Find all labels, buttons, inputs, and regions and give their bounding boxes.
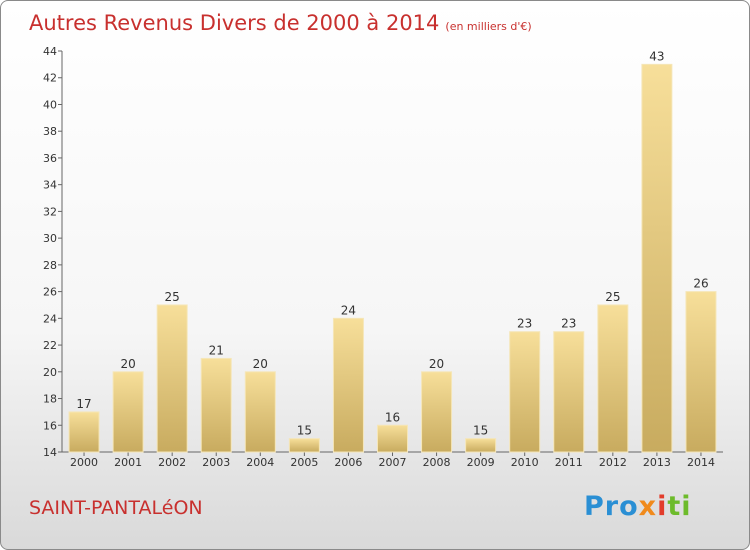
logo-part-3: i <box>657 491 668 522</box>
y-tick-label: 40 <box>43 98 57 111</box>
chart-labels: 2000 17 2001 20 2002 25 2003 21 2004 20 2005 15 2006… <box>70 49 715 469</box>
bar-2003 <box>200 357 232 453</box>
bar-2013 <box>641 63 673 453</box>
chart-bars <box>68 63 717 453</box>
bar-2011 <box>553 331 585 453</box>
x-tick-label-2003: 2003 <box>202 456 230 469</box>
logo-part-2: x <box>638 491 658 522</box>
value-label-2014: 26 <box>693 277 708 291</box>
x-tick-label-2002: 2002 <box>158 456 186 469</box>
value-label-2001: 20 <box>120 357 135 371</box>
y-tick-label: 34 <box>43 179 57 192</box>
y-tick-label: 22 <box>43 339 57 352</box>
value-label-2006: 24 <box>341 303 356 317</box>
x-tick-label-2012: 2012 <box>599 456 627 469</box>
x-tick-label-2000: 2000 <box>70 456 98 469</box>
logo-part-1: Pro <box>584 491 639 522</box>
bar-2009 <box>465 438 497 453</box>
bar-2001 <box>112 371 144 453</box>
bar-2008 <box>421 371 453 453</box>
bar-2000 <box>68 411 100 453</box>
y-tick-label: 28 <box>43 259 57 272</box>
value-label-2013: 43 <box>649 49 664 63</box>
x-tick-label-2007: 2007 <box>379 456 407 469</box>
value-label-2003: 21 <box>209 343 224 357</box>
x-tick-label-2014: 2014 <box>687 456 715 469</box>
chart-title-text: Autres Revenus Divers de 2000 à 2014 <box>29 11 440 35</box>
logo-part-4: ti <box>667 491 692 522</box>
y-tick-label: 26 <box>43 286 57 299</box>
value-label-2005: 15 <box>297 424 312 438</box>
value-label-2002: 25 <box>165 290 180 304</box>
city-name: SAINT-PANTALéON <box>29 497 203 519</box>
x-tick-label-2008: 2008 <box>423 456 451 469</box>
bar-2006 <box>332 317 364 453</box>
bar-2007 <box>377 424 408 453</box>
x-tick-label-2011: 2011 <box>555 456 583 469</box>
y-tick-label: 38 <box>43 125 57 138</box>
x-tick-label-2005: 2005 <box>290 456 318 469</box>
chart-unit: (en milliers d'€) <box>445 20 532 33</box>
y-tick-label: 24 <box>43 312 57 325</box>
value-label-2007: 16 <box>385 410 400 424</box>
x-tick-label-2001: 2001 <box>114 456 142 469</box>
x-tick-label-2009: 2009 <box>467 456 495 469</box>
bar-2002 <box>156 304 188 453</box>
value-label-2010: 23 <box>517 317 532 331</box>
value-label-2008: 20 <box>429 357 444 371</box>
x-tick-label-2004: 2004 <box>246 456 274 469</box>
bar-2010 <box>509 331 541 453</box>
y-tick-label: 42 <box>43 72 57 85</box>
value-label-2009: 15 <box>473 424 488 438</box>
y-tick-label: 30 <box>43 232 57 245</box>
chart-axes: 14 16 18 20 22 24 26 28 30 32 34 36 38 40 42 44 <box>43 45 723 459</box>
x-tick-label-2006: 2006 <box>334 456 362 469</box>
chart-title: Autres Revenus Divers de 2000 à 2014 (en … <box>29 11 532 35</box>
value-label-2000: 17 <box>76 397 91 411</box>
y-tick-label: 32 <box>43 205 57 218</box>
value-label-2004: 20 <box>253 357 268 371</box>
y-tick-label: 14 <box>43 446 57 459</box>
y-tick-label: 18 <box>43 393 57 406</box>
value-label-2011: 23 <box>561 317 576 331</box>
bar-2012 <box>597 304 629 453</box>
bar-2005 <box>288 438 320 453</box>
x-tick-label-2010: 2010 <box>511 456 539 469</box>
y-tick-label: 16 <box>43 419 57 432</box>
proxiti-logo: Proxiti <box>584 491 692 522</box>
x-tick-label-2013: 2013 <box>643 456 671 469</box>
value-label-2012: 25 <box>605 290 620 304</box>
y-tick-label: 36 <box>43 152 57 165</box>
bar-2014 <box>685 291 717 453</box>
y-tick-label: 44 <box>43 45 57 58</box>
y-tick-label: 20 <box>43 366 57 379</box>
bar-2004 <box>244 371 276 453</box>
